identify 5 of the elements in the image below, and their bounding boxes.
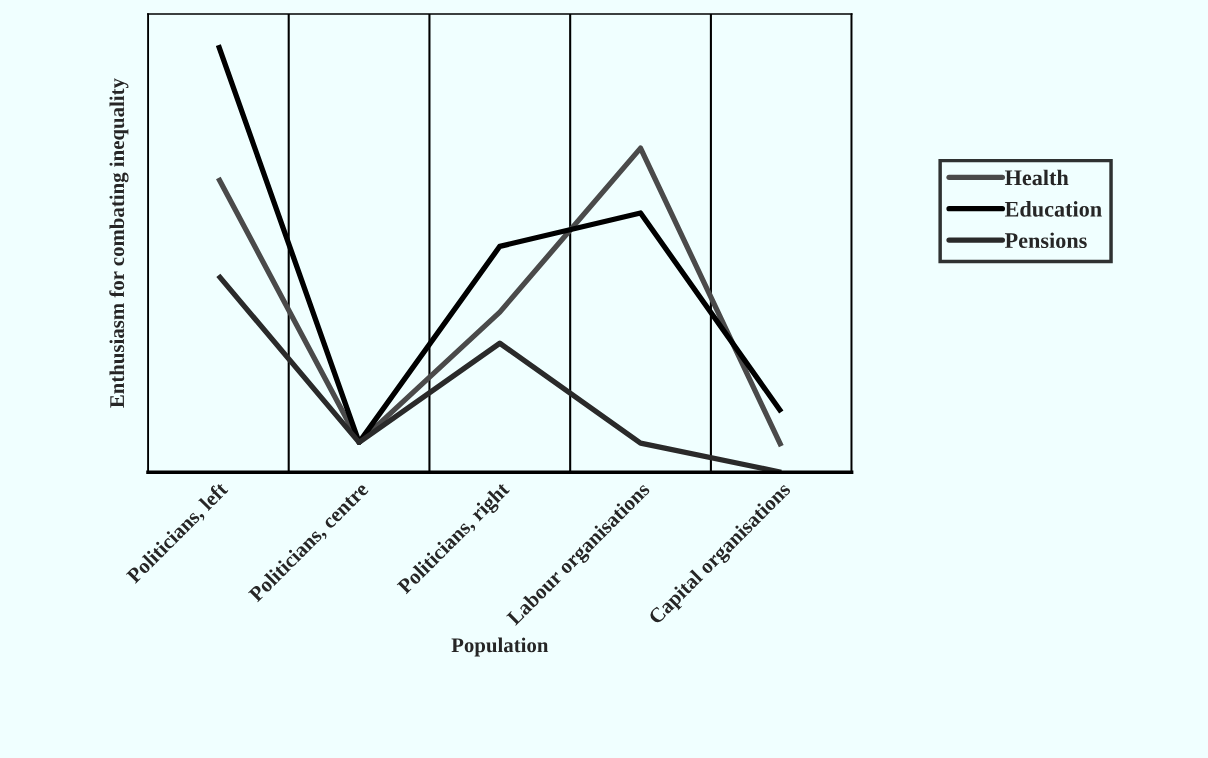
y-axis-title: Enthusiasm for combating inequality — [109, 78, 129, 408]
legend-label: Health — [1004, 169, 1069, 186]
legend-label: Pensions — [1004, 232, 1087, 249]
x-axis-title: Population — [451, 637, 549, 657]
legend-label: Education — [1004, 201, 1102, 217]
